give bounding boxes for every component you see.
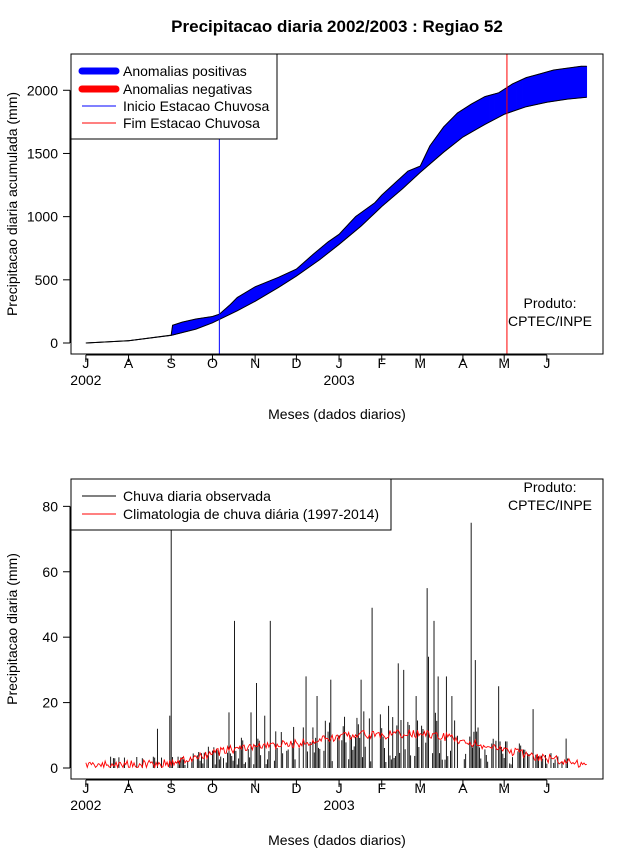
bottom-year-label: 2002 — [70, 797, 101, 813]
top-y-axis-label: Precipitacao diaria acumulada (mm) — [4, 92, 20, 316]
top-year-label: 2002 — [70, 372, 101, 388]
top-month-label: A — [458, 355, 468, 371]
climatology-line — [86, 730, 587, 768]
legend-label-negative: Anomalias negativas — [123, 81, 252, 97]
top-month-label: J — [543, 355, 550, 371]
bottom-month-label: N — [250, 780, 260, 796]
bottom-credit-line-2: CPTEC/INPE — [508, 497, 592, 513]
top-year-label: 2003 — [323, 372, 354, 388]
bottom-y-tick-label: 60 — [42, 564, 58, 580]
bottom-month-label: M — [498, 780, 510, 796]
bottom-month-label: F — [377, 780, 386, 796]
climatology-daily-line — [86, 730, 587, 768]
bottom-plot-area — [86, 523, 587, 768]
top-month-label: J — [336, 355, 343, 371]
bottom-month-label: D — [291, 780, 301, 796]
top-y-tick-label: 1500 — [27, 145, 58, 161]
top-month-label: J — [82, 355, 89, 371]
legend-label-positive: Anomalias positivas — [123, 63, 247, 79]
legend-label-fim: Fim Estacao Chuvosa — [123, 115, 260, 131]
legend-label-climatology: Climatologia de chuva diária (1997-2014) — [123, 506, 379, 522]
top-x-axis-label: Meses (dados diarios) — [268, 406, 406, 422]
top-month-label: N — [250, 355, 260, 371]
bottom-year-label: 2003 — [323, 797, 354, 813]
top-month-label: S — [167, 355, 176, 371]
bottom-legend: Chuva diaria observada Climatologia de c… — [71, 479, 391, 530]
positive-anomaly-segment — [585, 66, 586, 97]
observed-rain-bars — [111, 523, 568, 768]
bottom-x-axis-label: Meses (dados diarios) — [268, 832, 406, 848]
top-month-label: A — [124, 355, 134, 371]
top-month-label: O — [207, 355, 218, 371]
bottom-y-tick-label: 20 — [42, 695, 58, 711]
top-credit-line-2: CPTEC/INPE — [508, 313, 592, 329]
bottom-month-label: M — [414, 780, 426, 796]
top-month-label: M — [414, 355, 426, 371]
bottom-credit-line-1: Produto: — [524, 479, 577, 495]
top-y-tick-label: 1000 — [27, 209, 58, 225]
top-chart: Precipitacao diaria 2002/2003 : Regiao 5… — [4, 17, 603, 422]
bottom-legend-box — [71, 479, 391, 530]
top-y-tick-label: 500 — [35, 272, 59, 288]
bottom-y-tick-label: 0 — [50, 760, 58, 776]
bottom-month-label: J — [543, 780, 550, 796]
bottom-month-label: J — [336, 780, 343, 796]
top-credit-line-1: Produto: — [524, 295, 577, 311]
bottom-month-label: A — [124, 780, 134, 796]
chart-title: Precipitacao diaria 2002/2003 : Regiao 5… — [171, 17, 503, 36]
top-month-label: F — [377, 355, 386, 371]
top-y-tick-label: 2000 — [27, 82, 58, 98]
legend-label-inicio: Inicio Estacao Chuvosa — [123, 98, 270, 114]
top-y-axis: 0 500 1000 1500 2000 — [27, 82, 70, 351]
top-y-tick-label: 0 — [50, 335, 58, 351]
bottom-y-axis-label: Precipitacao diaria (mm) — [4, 553, 20, 705]
bottom-month-label: S — [167, 780, 176, 796]
bottom-y-axis: 0 20 40 60 80 — [42, 498, 70, 776]
bottom-y-tick-label: 80 — [42, 498, 58, 514]
bottom-month-label: O — [207, 780, 218, 796]
top-legend: Anomalias positivas Anomalias negativas … — [71, 54, 277, 139]
top-month-label: M — [498, 355, 510, 371]
bottom-month-label: J — [82, 780, 89, 796]
bottom-y-tick-label: 40 — [42, 629, 58, 645]
bottom-month-label: A — [458, 780, 468, 796]
legend-label-observed: Chuva diaria observada — [123, 488, 271, 504]
top-month-label: D — [291, 355, 301, 371]
